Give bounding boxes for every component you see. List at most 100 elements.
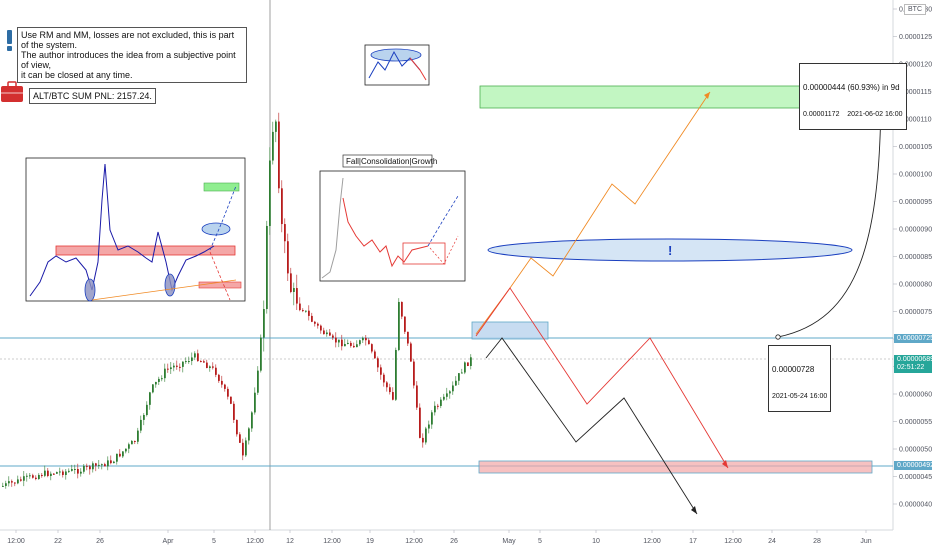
candle-body — [11, 481, 13, 483]
candle-body — [254, 392, 256, 413]
phases-label-box — [342, 154, 433, 168]
candle-body — [107, 460, 109, 467]
y-tick-label: 0.00001150 — [899, 89, 932, 96]
candle-body — [260, 337, 262, 371]
x-tick-label: 19 — [366, 538, 374, 545]
x-tick-label: 12:00 — [643, 538, 661, 545]
candle-body — [326, 332, 328, 335]
y-tick-label: 0.00001100 — [899, 117, 932, 124]
candle-body — [383, 374, 385, 383]
symbol-badge: BTC — [904, 4, 926, 15]
candle-body — [206, 362, 208, 369]
candle-body — [455, 380, 457, 386]
candle-body — [212, 366, 214, 368]
candle-body — [380, 367, 382, 375]
candle-body — [47, 470, 49, 476]
candle-body — [125, 448, 127, 452]
candle-body — [140, 419, 142, 431]
measure-curve — [777, 94, 882, 338]
candle-body — [464, 362, 466, 373]
candle-body — [317, 323, 319, 326]
candle-body — [86, 465, 88, 467]
candle-body — [287, 241, 289, 274]
lower-level-badge: 0.00000492 — [894, 461, 932, 470]
candle-body — [56, 472, 58, 474]
candle-body — [152, 384, 154, 393]
candle-body — [419, 407, 421, 438]
candle-body — [200, 361, 202, 363]
candle-body — [23, 476, 25, 481]
candle-body — [365, 337, 367, 341]
current-price-value: 0.00000689 — [897, 356, 932, 363]
candle-body — [275, 121, 277, 132]
candle-body — [407, 331, 409, 344]
x-axis: 12:00 22 26 Apr 5 12:00 12 12:00 19 12:00 26 May 5 10… — [7, 530, 872, 545]
candle-body — [434, 405, 436, 413]
ellipse-exclamation: ! — [668, 243, 672, 258]
info-exclamation-icon — [7, 30, 12, 44]
candle-body — [161, 378, 163, 380]
candle-body — [164, 368, 166, 379]
candle-body — [416, 385, 418, 408]
measure-tooltip-line2: 0.00001172 2021-06-02 16:00 — [803, 111, 903, 118]
candle-body — [245, 440, 247, 456]
candle-body — [332, 335, 334, 338]
candle-body — [59, 471, 61, 473]
projection-mid-path — [475, 287, 729, 469]
candle-body — [347, 342, 349, 344]
x-tick-label: 10 — [592, 538, 600, 545]
briefcase-icon — [1, 81, 23, 102]
candle-body — [467, 362, 469, 366]
phases-label: Fall|Consolidation|Growth — [346, 157, 437, 166]
candle-body — [104, 464, 106, 467]
candle-body — [203, 361, 205, 363]
candle-body — [251, 412, 253, 429]
entry-zone[interactable] — [471, 321, 549, 340]
candle-body — [302, 310, 304, 312]
candle-body — [272, 131, 274, 161]
x-tick-label: 12:00 — [405, 538, 423, 545]
candle-body — [437, 405, 439, 407]
measure-start-point[interactable] — [775, 334, 781, 340]
point-tooltip-line1: 0.00000728 — [772, 365, 815, 374]
candle-body — [17, 479, 19, 484]
candle-body — [257, 370, 259, 393]
pnl-note: ALT/BTC SUM PNL: 2157.24. — [29, 88, 156, 104]
candle-body — [149, 392, 151, 405]
candle-body — [218, 374, 220, 381]
candle-body — [188, 361, 190, 363]
candle-body — [170, 367, 172, 370]
candle-body — [89, 466, 91, 470]
candle-body — [224, 384, 226, 389]
candle-body — [2, 485, 4, 487]
candle-body — [374, 351, 376, 359]
candle-body — [110, 460, 112, 464]
x-tick-label: 12 — [286, 538, 294, 545]
candle-body — [8, 481, 10, 484]
candle-body — [281, 188, 283, 225]
projection-mid-arrow — [722, 460, 728, 468]
candle-body — [77, 468, 79, 474]
candle-body — [410, 343, 412, 362]
stop-zone[interactable] — [478, 460, 873, 474]
candle-body — [65, 471, 67, 475]
consolidation-ellipse[interactable] — [487, 238, 853, 262]
time-axis-panel[interactable] — [0, 530, 893, 550]
candle-body — [179, 366, 181, 368]
candle-body — [350, 342, 352, 346]
candle-body — [32, 475, 34, 478]
candle-body — [398, 301, 400, 350]
candle-body — [248, 428, 250, 441]
candle-body — [83, 465, 85, 472]
candle-body — [29, 475, 31, 477]
candlestick-series — [2, 112, 472, 489]
candle-body — [329, 332, 331, 336]
candle-body — [143, 415, 145, 420]
